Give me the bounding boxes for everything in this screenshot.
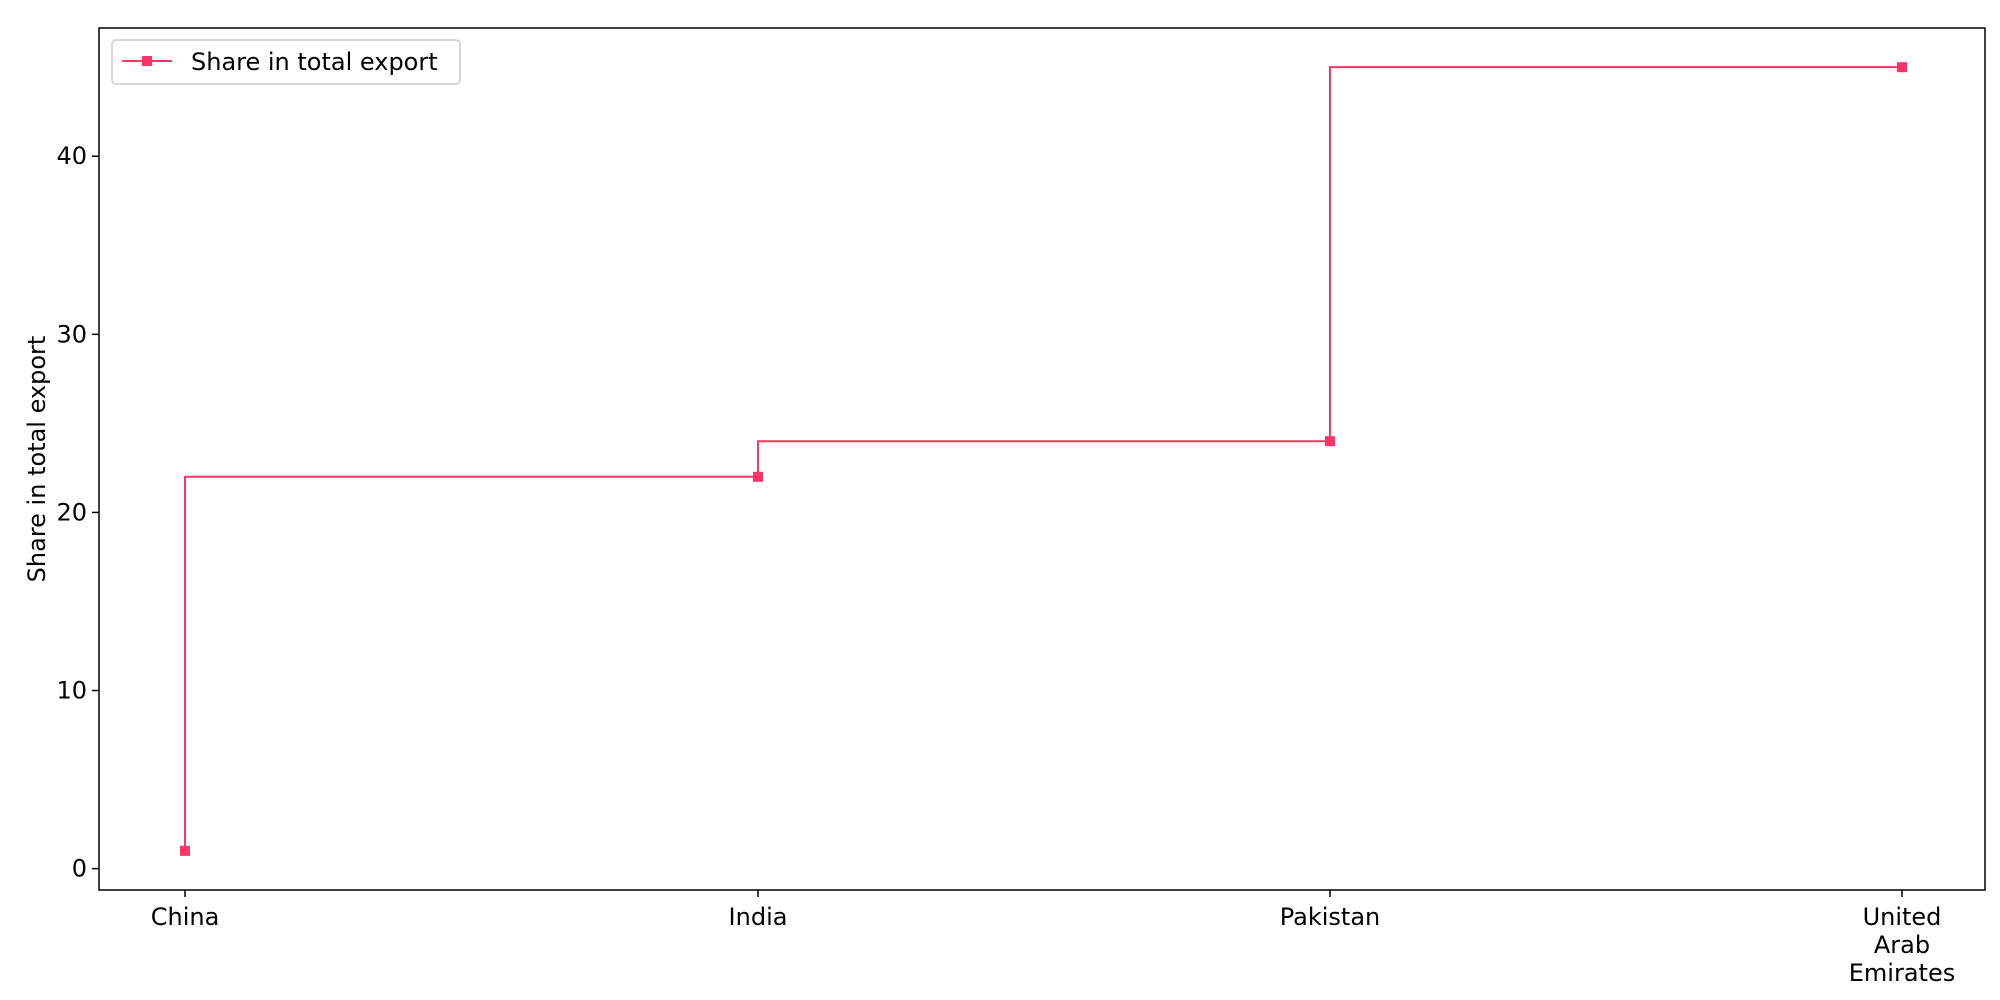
x-tick-label: Pakistan (1280, 903, 1381, 931)
data-point-india (753, 471, 763, 482)
data-point-pakistan (1325, 436, 1335, 447)
y-tick-label: 40 (56, 142, 87, 170)
x-tick-label: China (151, 903, 220, 931)
x-tick-label: India (729, 903, 788, 931)
y-tick-label: 0 (72, 855, 87, 883)
data-point-china (180, 845, 190, 856)
x-tick-label: Emirates (1849, 959, 1955, 987)
series-line (184, 66, 1902, 851)
legend-marker-icon (142, 56, 152, 66)
legend-box (111, 39, 461, 85)
y-tick-label: 20 (56, 498, 87, 526)
plot-frame (98, 27, 1986, 891)
y-tick-label: 10 (56, 677, 87, 705)
legend-label: Share in total export (191, 48, 438, 76)
data-point-united-arab-emirates (1897, 62, 1907, 73)
y-axis: 0 10 20 30 40 (56, 142, 99, 883)
legend: Share in total export (111, 39, 461, 85)
x-tick-label: United (1863, 903, 1942, 931)
y-axis-label: Share in total export (23, 336, 51, 583)
x-tick-label: Arab (1874, 931, 1930, 959)
series-layer (180, 62, 1907, 856)
y-tick-label: 30 (56, 320, 87, 348)
